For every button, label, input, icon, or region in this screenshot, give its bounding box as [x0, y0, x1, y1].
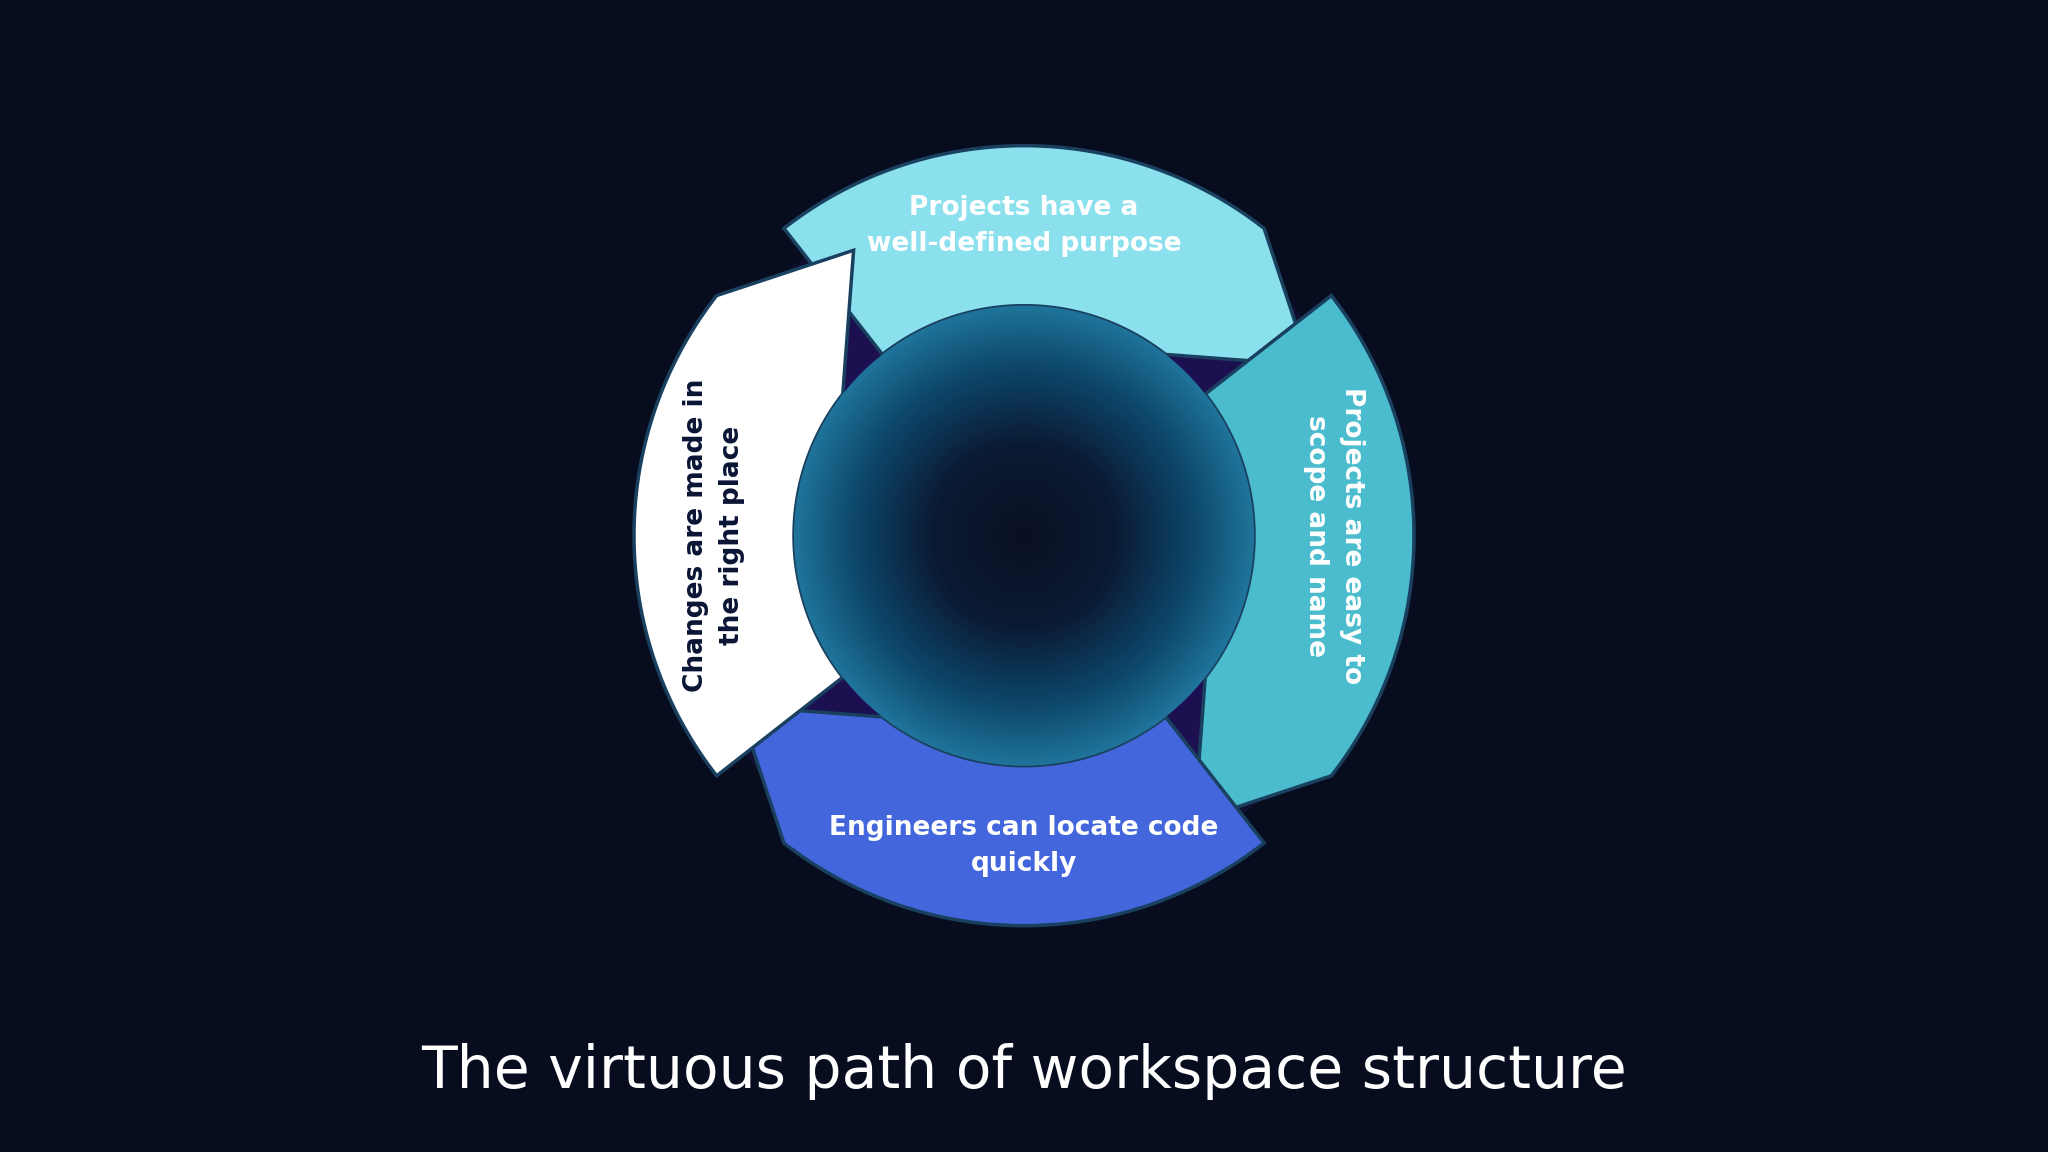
Circle shape: [797, 309, 1251, 763]
Circle shape: [881, 392, 1167, 680]
Polygon shape: [784, 145, 1309, 365]
Text: Projects are easy to
scope and name: Projects are easy to scope and name: [1303, 387, 1366, 684]
Circle shape: [950, 461, 1098, 611]
Text: The virtuous path of workspace structure: The virtuous path of workspace structure: [422, 1043, 1626, 1100]
Polygon shape: [1194, 296, 1413, 821]
Circle shape: [981, 493, 1067, 578]
Circle shape: [961, 472, 1087, 599]
Circle shape: [872, 384, 1176, 688]
Circle shape: [1004, 516, 1044, 555]
Circle shape: [979, 490, 1069, 582]
Circle shape: [860, 372, 1188, 699]
Circle shape: [946, 458, 1102, 613]
Circle shape: [692, 205, 1356, 866]
Circle shape: [952, 464, 1096, 607]
Circle shape: [809, 320, 1239, 751]
Circle shape: [1008, 518, 1040, 553]
Circle shape: [930, 441, 1118, 630]
Circle shape: [891, 403, 1157, 668]
Circle shape: [932, 444, 1116, 628]
Circle shape: [862, 374, 1186, 697]
Circle shape: [909, 420, 1139, 651]
Circle shape: [1012, 524, 1036, 547]
Circle shape: [983, 495, 1065, 576]
Circle shape: [903, 415, 1145, 657]
Circle shape: [1022, 533, 1026, 538]
Circle shape: [969, 482, 1079, 590]
Circle shape: [975, 487, 1073, 584]
Circle shape: [938, 449, 1110, 622]
Circle shape: [795, 305, 1253, 766]
Circle shape: [915, 426, 1133, 645]
Circle shape: [831, 343, 1217, 728]
Circle shape: [811, 323, 1237, 749]
Circle shape: [852, 363, 1196, 708]
Circle shape: [1010, 522, 1038, 550]
Circle shape: [883, 395, 1165, 676]
Circle shape: [858, 369, 1190, 703]
Circle shape: [817, 328, 1231, 743]
Circle shape: [801, 311, 1247, 760]
Polygon shape: [739, 706, 1264, 926]
Circle shape: [815, 326, 1233, 745]
Polygon shape: [635, 250, 854, 775]
Circle shape: [997, 510, 1051, 561]
Circle shape: [1018, 530, 1030, 541]
Circle shape: [940, 453, 1108, 619]
Circle shape: [805, 317, 1243, 755]
Text: Projects have a
well-defined purpose: Projects have a well-defined purpose: [866, 195, 1182, 257]
Circle shape: [868, 380, 1180, 691]
Circle shape: [854, 366, 1194, 705]
Circle shape: [866, 378, 1182, 694]
Circle shape: [958, 470, 1090, 601]
Circle shape: [995, 507, 1053, 564]
Circle shape: [911, 424, 1137, 647]
Text: Changes are made in
the right place: Changes are made in the right place: [682, 379, 745, 692]
Circle shape: [918, 430, 1130, 642]
Circle shape: [877, 389, 1171, 682]
Circle shape: [934, 447, 1114, 624]
Circle shape: [895, 407, 1153, 665]
Circle shape: [973, 484, 1075, 588]
Circle shape: [887, 397, 1161, 674]
Circle shape: [901, 412, 1147, 659]
Circle shape: [920, 432, 1128, 639]
Circle shape: [840, 351, 1208, 720]
Circle shape: [993, 505, 1055, 567]
Circle shape: [819, 332, 1229, 740]
Circle shape: [670, 181, 1378, 890]
Circle shape: [954, 467, 1094, 605]
Circle shape: [889, 401, 1159, 670]
Circle shape: [965, 476, 1083, 596]
Circle shape: [846, 357, 1202, 714]
Circle shape: [717, 228, 1331, 843]
Circle shape: [823, 334, 1225, 737]
Circle shape: [926, 438, 1122, 634]
Circle shape: [989, 501, 1059, 570]
Circle shape: [905, 418, 1143, 653]
Circle shape: [1016, 528, 1032, 544]
Circle shape: [924, 435, 1124, 636]
Circle shape: [834, 346, 1214, 726]
Text: Engineers can locate code
quickly: Engineers can locate code quickly: [829, 814, 1219, 877]
Circle shape: [829, 340, 1219, 732]
Circle shape: [838, 349, 1210, 722]
Circle shape: [874, 386, 1174, 685]
Circle shape: [844, 355, 1204, 717]
Circle shape: [1001, 513, 1047, 559]
Circle shape: [897, 409, 1151, 662]
Circle shape: [944, 455, 1104, 616]
Circle shape: [987, 499, 1061, 573]
Circle shape: [803, 314, 1245, 757]
Circle shape: [967, 478, 1081, 593]
Circle shape: [848, 361, 1200, 711]
Circle shape: [825, 338, 1223, 734]
